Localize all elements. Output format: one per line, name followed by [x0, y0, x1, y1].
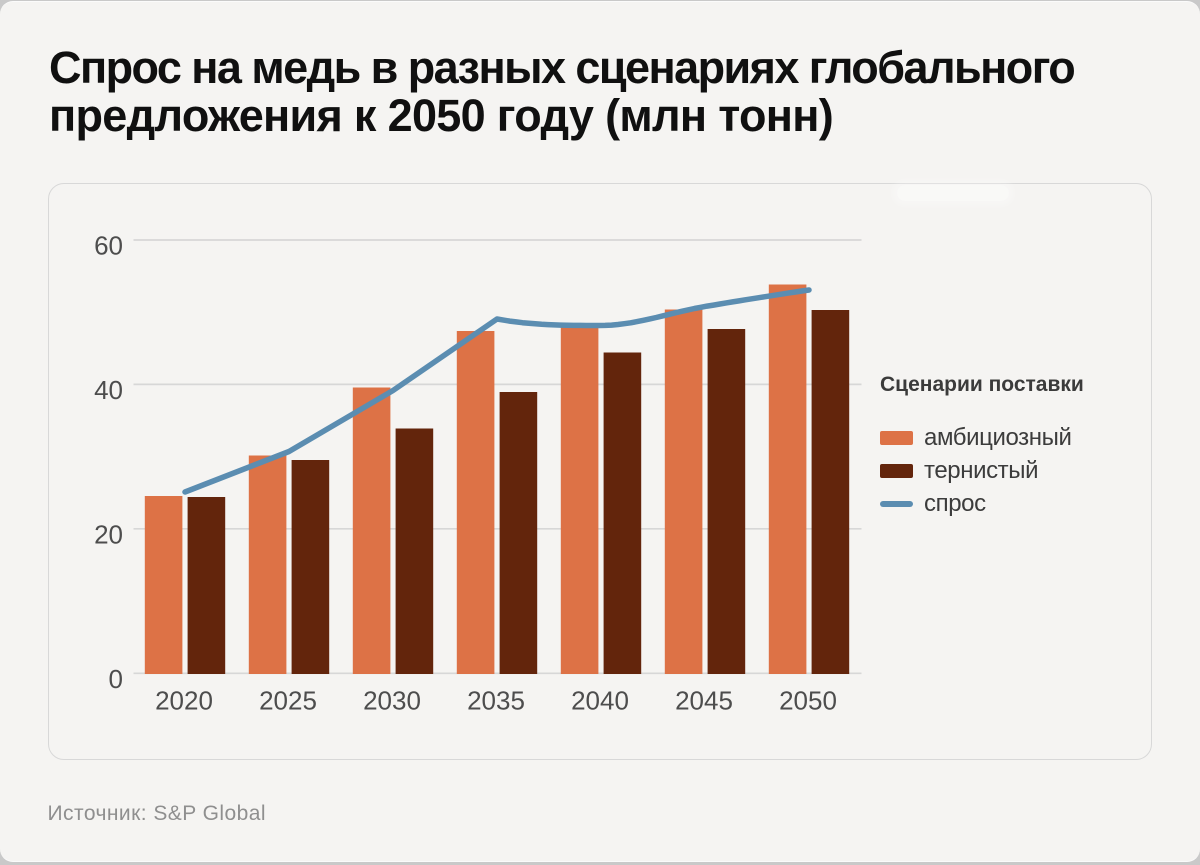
svg-text:60: 60 — [94, 231, 123, 261]
svg-text:2020: 2020 — [155, 686, 213, 716]
svg-text:2045: 2045 — [675, 686, 733, 716]
svg-text:2025: 2025 — [259, 686, 317, 716]
svg-text:0: 0 — [109, 664, 123, 694]
svg-text:2035: 2035 — [467, 686, 525, 716]
svg-text:20: 20 — [94, 519, 123, 549]
svg-text:2030: 2030 — [363, 686, 421, 716]
svg-text:2040: 2040 — [571, 686, 629, 716]
svg-text:40: 40 — [94, 375, 123, 405]
svg-text:2050: 2050 — [779, 686, 837, 716]
